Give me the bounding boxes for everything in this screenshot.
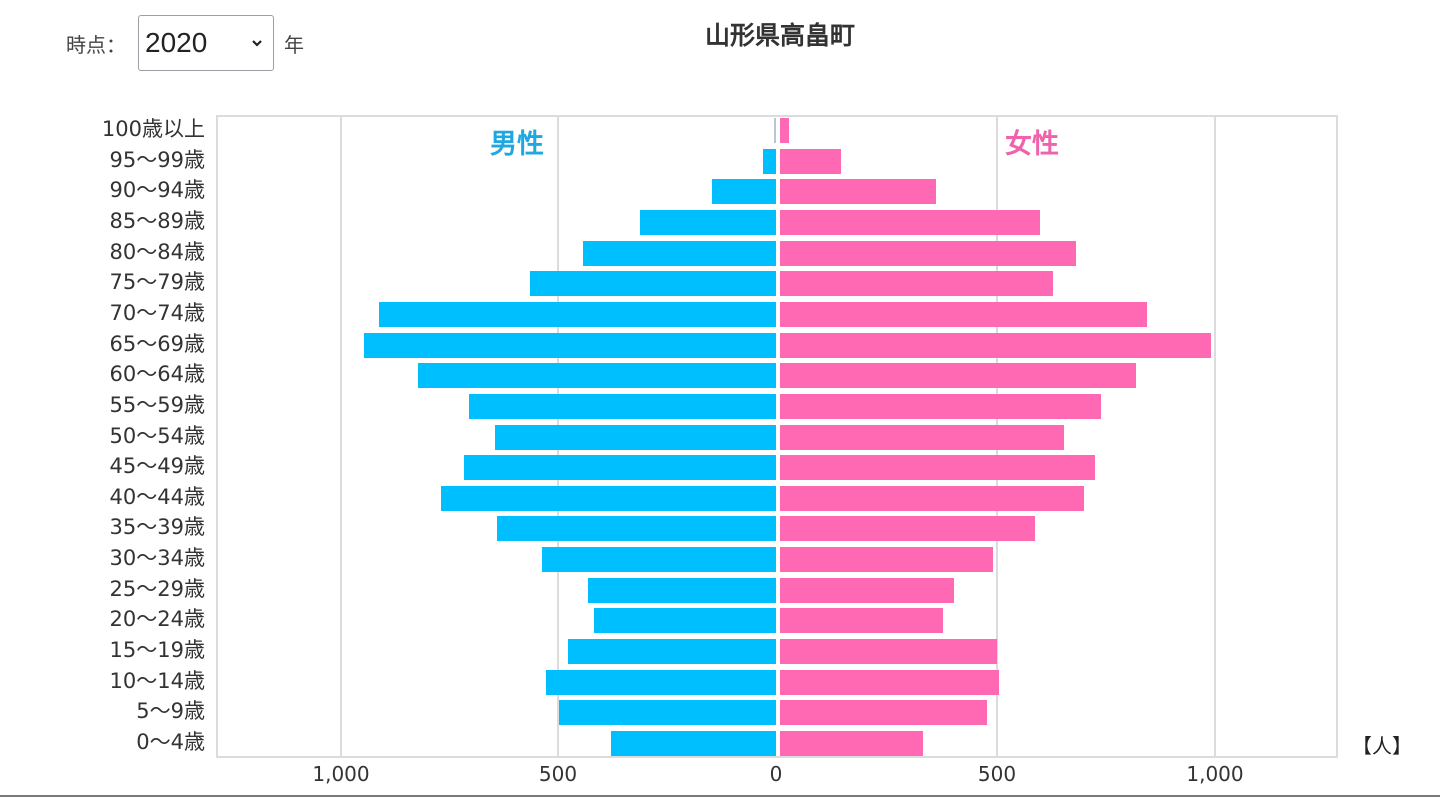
age-group-label: 95〜99歳 [109,147,205,172]
male-bar[interactable] [494,424,776,450]
age-group-label: 90〜94歳 [109,178,205,203]
year-select-value: 2020 [145,27,208,58]
x-tick-label: 500 [977,762,1017,786]
female-bar[interactable] [780,700,988,726]
male-bar[interactable] [541,547,776,573]
male-bar[interactable] [497,516,776,542]
male-bar[interactable] [568,639,776,665]
age-group-label: 10〜14歳 [109,668,205,693]
male-bar[interactable] [582,240,776,266]
male-bar[interactable] [774,118,776,143]
female-bar[interactable] [780,332,1212,358]
age-group-label: 70〜74歳 [109,300,205,325]
year-suffix: 年 [284,32,304,57]
male-bar[interactable] [712,179,776,205]
female-bar[interactable] [780,547,994,573]
male-bar[interactable] [468,393,776,419]
male-legend-label: 男性 [490,129,544,160]
male-bar[interactable] [464,455,776,481]
male-bar[interactable] [417,363,776,389]
unit-label: 【人】 [1352,734,1412,758]
female-bar[interactable] [780,608,944,634]
x-tick-label: 500 [538,762,578,786]
female-bar[interactable] [780,301,1148,327]
female-bar[interactable] [780,271,1054,297]
x-tick-label: 0 [769,762,783,786]
age-group-label: 60〜64歳 [109,362,205,387]
age-group-label: 45〜49歳 [109,454,205,479]
male-bar[interactable] [529,271,776,297]
female-bar[interactable] [780,363,1136,389]
age-group-label: 85〜89歳 [109,208,205,233]
divider [0,795,1440,797]
female-bar[interactable] [780,209,1041,235]
age-group-label: 30〜34歳 [109,546,205,571]
age-group-label: 50〜54歳 [109,423,205,448]
female-bar[interactable] [780,179,937,205]
gridline [340,115,342,758]
age-group-label: 15〜19歳 [109,638,205,663]
male-bar[interactable] [558,700,776,726]
age-group-label: 25〜29歳 [109,576,205,601]
female-bar[interactable] [780,731,924,756]
female-bar[interactable] [780,485,1085,511]
age-group-label: 35〜39歳 [109,515,205,540]
female-bar[interactable] [780,393,1102,419]
female-bar[interactable] [780,118,790,143]
male-bar[interactable] [611,731,776,756]
female-bar[interactable] [780,424,1065,450]
age-group-label: 5〜9歳 [136,699,205,724]
male-bar[interactable] [378,301,776,327]
chart-title: 山形県高畠町 [704,21,855,50]
male-bar[interactable] [441,485,776,511]
age-group-label: 55〜59歳 [109,392,205,417]
age-group-label: 65〜69歳 [109,331,205,356]
time-point-label: 時点： [66,32,126,57]
female-bar[interactable] [780,577,954,603]
female-bar[interactable] [780,148,841,174]
plot-area [216,115,1338,758]
age-group-label: 75〜79歳 [109,270,205,295]
female-bar[interactable] [780,516,1035,542]
age-group-label: 100歳以上 [101,117,205,141]
year-select[interactable]: 2020 [138,15,274,71]
male-bar[interactable] [545,669,776,695]
time-point-controls: 時点： 2020 年 [66,14,304,72]
age-group-label: 80〜84歳 [109,239,205,264]
female-bar[interactable] [780,455,1095,481]
age-group-label: 40〜44歳 [109,484,205,509]
age-group-label: 20〜24歳 [109,607,205,632]
male-bar[interactable] [639,209,776,235]
female-bar[interactable] [780,240,1076,266]
male-bar[interactable] [762,148,776,174]
chevron-down-icon [252,40,262,47]
female-bar[interactable] [780,669,999,695]
x-tick-label: 1,000 [312,762,370,786]
female-legend-label: 女性 [1005,129,1059,160]
male-bar[interactable] [364,332,776,358]
male-bar[interactable] [594,608,776,634]
male-bar[interactable] [588,577,776,603]
age-group-label: 0〜4歳 [136,730,205,754]
female-bar[interactable] [780,639,998,665]
x-tick-label: 1,000 [1186,762,1244,786]
gridline [1214,115,1216,758]
